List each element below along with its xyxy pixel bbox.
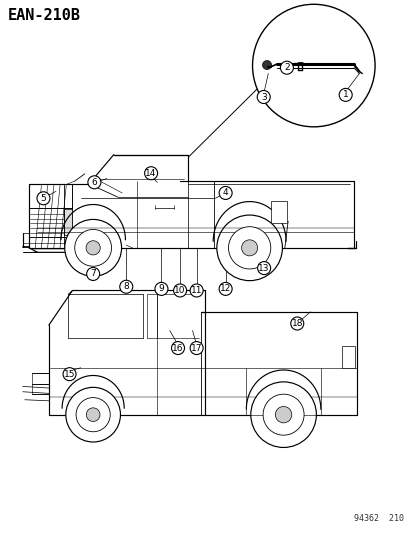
- Text: 94362  210: 94362 210: [353, 514, 403, 523]
- Text: 7: 7: [90, 270, 96, 278]
- Text: 8: 8: [123, 282, 129, 291]
- Text: 4: 4: [222, 189, 228, 197]
- Circle shape: [66, 387, 120, 442]
- Text: 12: 12: [219, 285, 231, 293]
- Circle shape: [290, 317, 303, 330]
- Text: 16: 16: [172, 344, 183, 352]
- Circle shape: [228, 227, 270, 269]
- Circle shape: [63, 368, 76, 381]
- Circle shape: [252, 4, 374, 127]
- Text: 9: 9: [158, 285, 164, 293]
- Circle shape: [190, 342, 203, 354]
- Text: 10: 10: [174, 286, 185, 295]
- Bar: [64, 209, 71, 235]
- Circle shape: [262, 61, 271, 69]
- Text: 17: 17: [190, 344, 202, 352]
- Text: 5: 5: [40, 194, 46, 203]
- Circle shape: [86, 408, 100, 422]
- Circle shape: [76, 398, 110, 432]
- Circle shape: [250, 382, 316, 448]
- Text: EAN-210B: EAN-210B: [8, 8, 81, 23]
- Circle shape: [171, 342, 184, 354]
- Circle shape: [64, 220, 121, 276]
- Bar: [341, 346, 354, 368]
- Text: 2: 2: [283, 63, 289, 72]
- Text: 3: 3: [260, 93, 266, 101]
- Circle shape: [218, 187, 232, 199]
- Text: 11: 11: [190, 286, 202, 295]
- Text: 13: 13: [258, 264, 269, 272]
- Bar: [271, 201, 286, 223]
- Circle shape: [263, 394, 303, 435]
- Circle shape: [88, 176, 101, 189]
- Circle shape: [173, 284, 186, 297]
- Circle shape: [75, 229, 111, 266]
- Circle shape: [275, 407, 291, 423]
- Circle shape: [280, 61, 293, 74]
- Circle shape: [86, 268, 100, 280]
- Text: 14: 14: [145, 169, 157, 177]
- Circle shape: [241, 240, 257, 256]
- Text: 6: 6: [91, 178, 97, 187]
- Circle shape: [154, 282, 168, 295]
- Text: 18: 18: [291, 319, 302, 328]
- Circle shape: [257, 262, 270, 274]
- Circle shape: [144, 167, 157, 180]
- Circle shape: [218, 282, 232, 295]
- Text: 1: 1: [342, 91, 348, 99]
- Circle shape: [119, 280, 133, 293]
- Circle shape: [256, 91, 270, 103]
- Circle shape: [37, 192, 50, 205]
- Circle shape: [190, 284, 203, 297]
- Circle shape: [86, 241, 100, 255]
- Text: 15: 15: [64, 370, 75, 378]
- Circle shape: [216, 215, 282, 281]
- Circle shape: [338, 88, 351, 101]
